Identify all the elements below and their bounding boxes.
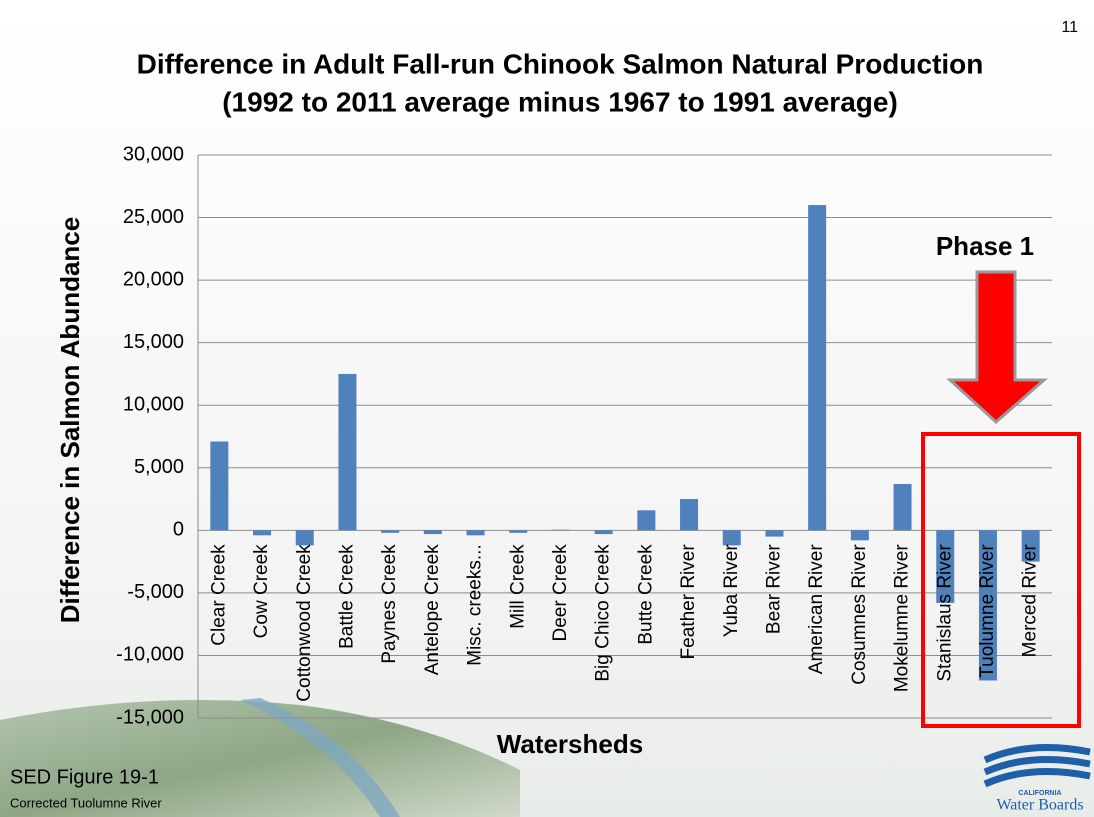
y-tick-label: -10,000 [116, 644, 184, 666]
bar [978, 530, 997, 681]
caption: SED Figure 19-1 [10, 766, 159, 788]
logo: Water Boards [996, 797, 1083, 814]
bar [936, 530, 955, 603]
x-tick-label: American River [806, 544, 827, 675]
bar [893, 484, 912, 531]
x-tick-label: Cow Creek [251, 544, 272, 638]
bar [637, 510, 656, 531]
page-number: 11 [1061, 19, 1078, 36]
y-tick-label: 5,000 [134, 456, 184, 478]
y-tick-label: 15,000 [123, 331, 184, 353]
arrow [946, 270, 1048, 425]
bar [765, 530, 784, 537]
bar [680, 499, 699, 531]
subcaption: Corrected Tuolumne River [10, 795, 162, 810]
x-tick-label: Big Chico Creek [593, 544, 614, 682]
x-tick-label: Cosumnes River [849, 544, 870, 685]
y-tick-label: 20,000 [123, 268, 184, 290]
chart-subtitle: (1992 to 2011 average minus 1967 to 1991… [222, 86, 898, 117]
x-tick-label: Deer Creek [550, 544, 571, 642]
bar [594, 530, 613, 535]
x-tick-label: Merced River [1020, 544, 1041, 658]
bar [551, 529, 570, 531]
x-axis-label: Watersheds [497, 729, 643, 759]
x-tick-label: Stanislaus River [934, 544, 955, 682]
y-tick-label: 10,000 [123, 394, 184, 416]
x-tick-label: Feather River [678, 544, 699, 660]
annotation: Phase 1 [936, 231, 1034, 261]
bar [210, 441, 229, 531]
bar [1021, 530, 1040, 562]
bar [466, 530, 485, 536]
x-tick-label: Mill Creek [507, 544, 528, 629]
y-tick-label: -5,000 [127, 581, 184, 603]
bar [850, 530, 869, 541]
x-tick-label: Clear Creek [208, 544, 229, 646]
x-tick-label: Paynes Creek [379, 544, 400, 664]
x-tick-label: Mokelumne River [892, 544, 913, 692]
bar [808, 205, 827, 531]
logo-small: CALIFORNIA [1018, 790, 1061, 797]
logo-waves [983, 744, 1091, 788]
y-tick-label: 25,000 [123, 206, 184, 228]
x-tick-label: Bear River [763, 544, 784, 634]
bar [509, 530, 528, 533]
bar [423, 530, 442, 535]
landscape [0, 700, 520, 817]
highlight-box [921, 432, 1081, 728]
x-tick-label: Butte Creek [635, 544, 656, 645]
bar [381, 530, 400, 533]
chart-title: Difference in Adult Fall-run Chinook Sal… [137, 48, 984, 79]
x-tick-label: Tuolumne River [977, 544, 998, 678]
bar [722, 530, 741, 546]
bar [295, 530, 314, 546]
x-tick-label: Antelope Creek [422, 544, 443, 675]
x-tick-label: Yuba River [721, 544, 742, 638]
y-tick-label: -15,000 [116, 706, 184, 728]
x-tick-label: Battle Creek [336, 544, 357, 649]
x-tick-label: Cottonwood Creek [294, 544, 315, 702]
bar [338, 373, 357, 531]
y-tick-label: 30,000 [123, 143, 184, 165]
river [240, 698, 400, 817]
bar [253, 530, 272, 536]
y-tick-label: 0 [173, 519, 184, 541]
y-axis-label: Difference in Salmon Abundance [55, 217, 85, 623]
plot: -15,000 -10,000 -5,000 0 5,000 10,000 15,000 20… [116, 143, 1052, 728]
x-tick-label: Misc. creeks... [465, 544, 486, 665]
